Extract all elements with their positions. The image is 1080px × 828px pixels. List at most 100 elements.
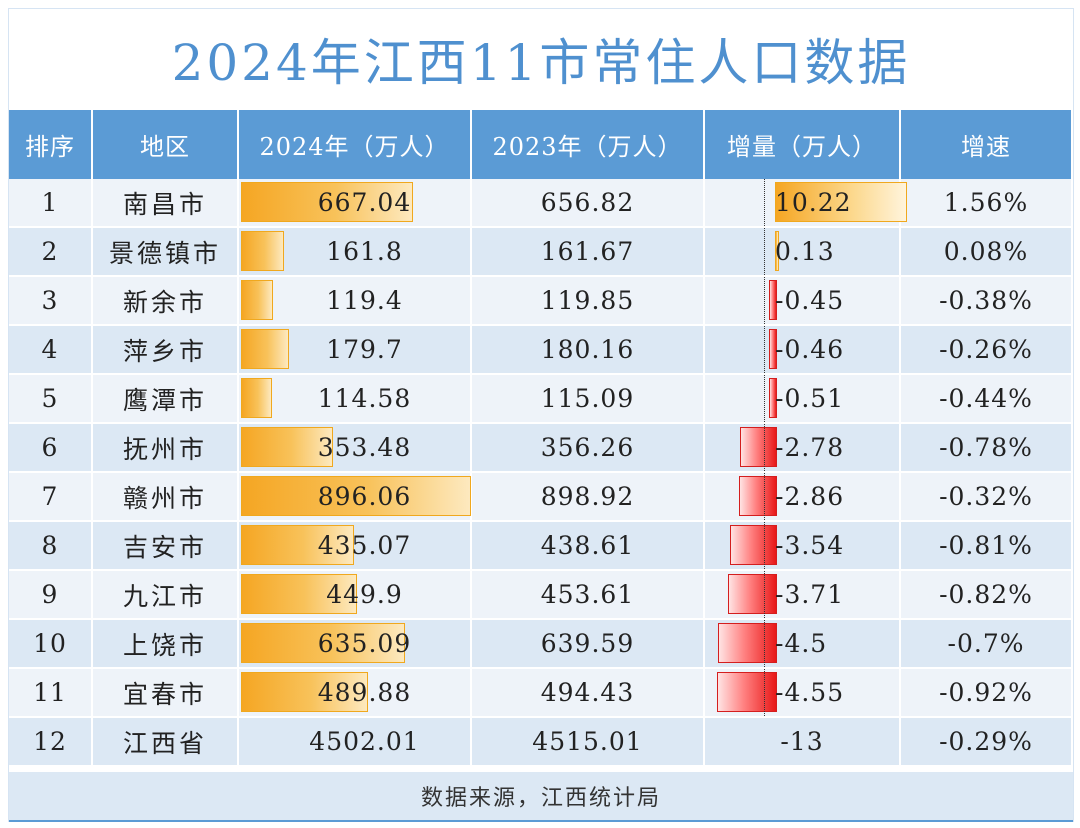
rank-cell: 11	[9, 669, 93, 718]
pop-2024-cell: 114.58	[239, 375, 472, 424]
rank-label: 11	[33, 678, 67, 707]
growth-rate-cell: -0.81%	[901, 522, 1073, 571]
region-label: 鹰潭市	[122, 385, 207, 415]
pop-2024-cell: 896.06	[239, 473, 472, 522]
change-cell: -3.71	[705, 571, 901, 620]
change-cell: 10.22	[705, 179, 907, 228]
pop-2023-value: 438.61	[540, 531, 635, 560]
growth-rate-value: -0.78%	[939, 433, 1033, 462]
change-cell: -4.5	[705, 620, 901, 669]
table-row: 4 萍乡市 179.7 180.16 -0.46 -0.26%	[9, 326, 1073, 375]
pop-2024-cell: 161.8	[239, 228, 472, 277]
pop-2024-cell: 353.48	[239, 424, 472, 473]
region-cell: 宜春市	[93, 669, 239, 718]
change-cell: -2.78	[705, 424, 901, 473]
data-table: 排序 地区 2024年（万人） 2023年（万人） 增量（万人） 增速 1 南昌市…	[9, 110, 1073, 767]
region-label: 上饶市	[122, 630, 207, 660]
pop-2023-cell: 898.92	[472, 473, 705, 522]
table-row: 6 抚州市 353.48 356.26 -2.78 -0.78%	[9, 424, 1073, 473]
growth-rate-cell: -0.38%	[901, 277, 1073, 326]
pop-2023-value: 453.61	[540, 580, 635, 609]
pop-2024-cell: 4502.01	[239, 718, 472, 767]
change-zero-axis	[764, 571, 765, 618]
change-zero-axis	[764, 522, 765, 569]
pop-2023-value: 656.82	[540, 188, 635, 217]
chart-title: 2024年江西11市常住人口数据	[171, 34, 911, 92]
rank-cell: 6	[9, 424, 93, 473]
rank-label: 5	[41, 384, 59, 413]
change-value: -3.54	[775, 531, 845, 560]
pop-2023-value: 356.26	[540, 433, 635, 462]
pop-2024-cell: 435.07	[239, 522, 472, 571]
pop-2023-cell: 656.82	[472, 179, 705, 228]
growth-rate-value: -0.92%	[939, 678, 1033, 707]
rank-label: 4	[41, 335, 59, 364]
pop-2024-value: 667.04	[317, 188, 412, 217]
growth-rate-cell: -0.29%	[901, 718, 1073, 767]
change-value: -3.71	[775, 580, 845, 609]
growth-rate-value: -0.38%	[939, 286, 1033, 315]
growth-rate-value: -0.81%	[939, 531, 1033, 560]
change-zero-axis	[764, 179, 765, 226]
rank-cell: 12	[9, 718, 93, 767]
pop-2024-bar	[241, 231, 285, 271]
change-value: -13	[780, 727, 824, 756]
change-bar-positive	[775, 231, 779, 271]
growth-rate-value: -0.29%	[939, 727, 1033, 756]
pop-2023-cell: 356.26	[472, 424, 705, 473]
rank-cell: 2	[9, 228, 93, 277]
pop-2023-value: 494.43	[540, 678, 635, 707]
region-cell: 抚州市	[93, 424, 239, 473]
region-cell: 新余市	[93, 277, 239, 326]
pop-2024-value: 179.7	[326, 335, 403, 364]
pop-2024-bar	[241, 329, 289, 369]
header-region: 地区	[93, 110, 239, 179]
growth-rate-cell: -0.26%	[901, 326, 1073, 375]
pop-2024-bar	[241, 280, 274, 320]
growth-rate-value: -0.32%	[939, 482, 1033, 511]
change-bar-negative	[739, 427, 777, 467]
growth-rate-value: -0.82%	[939, 580, 1033, 609]
change-zero-axis	[764, 277, 765, 324]
rank-label: 8	[41, 531, 59, 560]
rank-label: 7	[41, 482, 59, 511]
region-cell: 景德镇市	[93, 228, 239, 277]
growth-rate-cell: 1.56%	[901, 179, 1073, 228]
pop-2024-cell: 667.04	[239, 179, 472, 228]
table-row: 11 宜春市 489.88 494.43 -4.55 -0.92%	[9, 669, 1073, 718]
region-label: 九江市	[122, 581, 207, 611]
pop-2024-cell: 179.7	[239, 326, 472, 375]
table-body: 1 南昌市 667.04 656.82 10.22 1.56% 2 景德镇市 161.8 1 6 1.…	[9, 179, 1073, 767]
pop-2024-bar	[241, 476, 471, 516]
region-cell: 鹰潭市	[93, 375, 239, 424]
region-label: 吉安市	[122, 532, 207, 562]
pop-2024-bar	[241, 427, 333, 467]
region-cell: 南昌市	[93, 179, 239, 228]
table-row: 8 吉安市 435.07 438.61 -3.54 -0.81%	[9, 522, 1073, 571]
pop-2024-value: 896.06	[317, 482, 412, 511]
pop-2023-value: 115.09	[540, 384, 635, 413]
rank-label: 9	[41, 580, 59, 609]
region-label: 抚州市	[122, 434, 207, 464]
rank-label: 12	[33, 727, 67, 756]
change-cell: -2.86	[705, 473, 901, 522]
pop-2023-cell: 494.43	[472, 669, 705, 718]
region-cell: 萍乡市	[93, 326, 239, 375]
population-table-card: 2024年江西11市常住人口数据 排序 地区 2024年（万人） 2023年（万…	[8, 8, 1074, 822]
change-cell: 0.13	[705, 228, 901, 277]
change-zero-axis	[764, 473, 765, 520]
region-cell: 江西省	[93, 718, 239, 767]
pop-2024-value: 353.48	[317, 433, 412, 462]
rank-label: 10	[33, 629, 67, 658]
change-bar-negative	[769, 280, 777, 320]
growth-rate-value: -0.44%	[939, 384, 1033, 413]
pop-2023-cell: 639.59	[472, 620, 705, 669]
rank-cell: 10	[9, 620, 93, 669]
pop-2024-bar	[241, 574, 358, 614]
rank-label: 1	[41, 188, 59, 217]
change-value: -4.55	[775, 678, 845, 707]
table-row: 1 南昌市 667.04 656.82 10.22 1.56%	[9, 179, 1073, 228]
region-label: 宜春市	[122, 679, 207, 709]
pop-2024-cell: 449.9	[239, 571, 472, 620]
pop-2024-cell: 489.88	[239, 669, 472, 718]
